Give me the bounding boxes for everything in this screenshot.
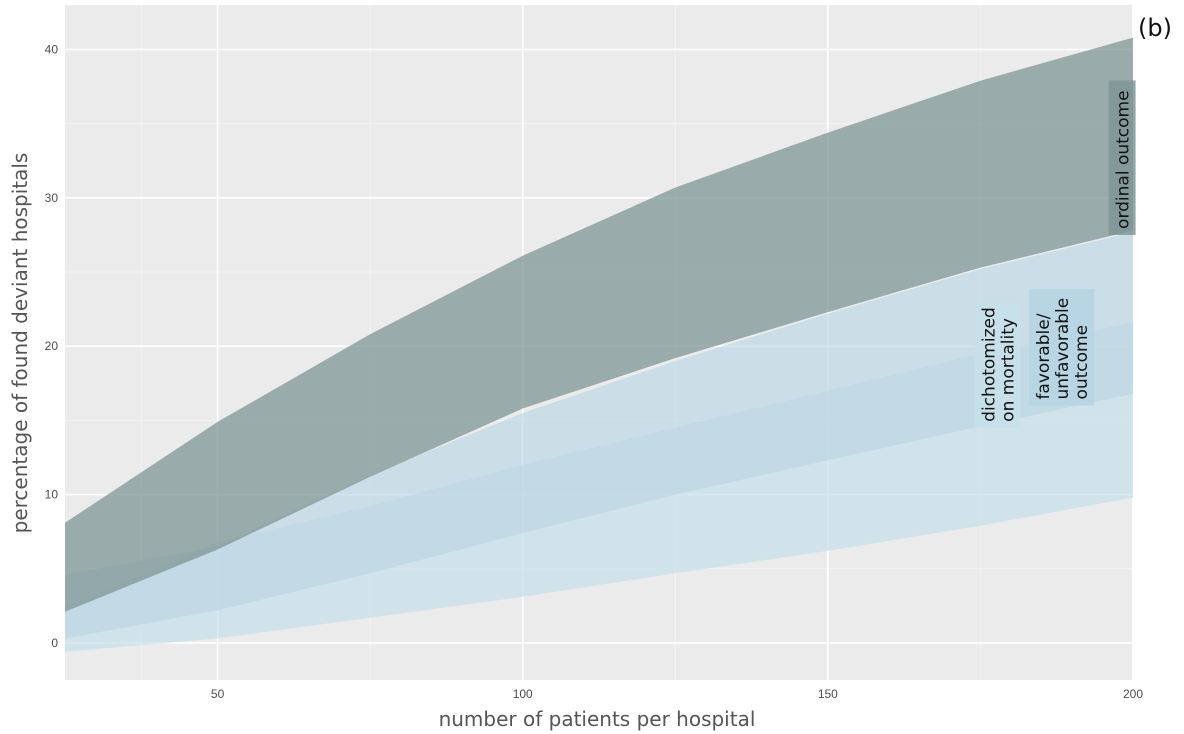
- y-tick-label: 40: [45, 43, 59, 57]
- band-label-plaque: [1108, 80, 1136, 235]
- band-label-text: outcome: [1072, 325, 1092, 400]
- x-tick-label: 200: [1123, 687, 1143, 701]
- y-tick-label: 0: [51, 636, 58, 650]
- x-tick-label: 50: [211, 687, 225, 701]
- band-label-text: ordinal outcome: [1114, 90, 1134, 229]
- x-tick-label: 150: [818, 687, 838, 701]
- y-axis-ticks: 0 10 20 30 40: [45, 43, 59, 650]
- y-tick-label: 30: [45, 191, 59, 205]
- band-label-text: dichotomized: [979, 307, 999, 422]
- band-label-plaque: [974, 301, 1021, 428]
- band-label-text: unfavorable: [1053, 298, 1073, 400]
- y-tick-label: 10: [45, 488, 59, 502]
- x-axis-title: number of patients per hospital: [439, 707, 756, 731]
- band-label-plaque: [1029, 289, 1095, 406]
- band-ordinal-outcome: [65, 37, 1133, 612]
- x-tick-label: 100: [513, 687, 533, 701]
- panel-tag: (b): [1138, 14, 1172, 42]
- confidence-bands: [65, 37, 1133, 652]
- x-axis-ticks: 50 100 150 200: [211, 687, 1143, 701]
- y-tick-label: 20: [45, 339, 59, 353]
- band-favorable-unfavorable-outcome: [65, 232, 1133, 639]
- band-label-text: on mortality: [998, 318, 1018, 422]
- band-label-text: favorable/: [1034, 313, 1054, 399]
- band-labels: dichotomized on mortality favorable/unfavo…: [974, 80, 1136, 428]
- y-axis-title: percentage of found deviant hospitals: [8, 153, 32, 534]
